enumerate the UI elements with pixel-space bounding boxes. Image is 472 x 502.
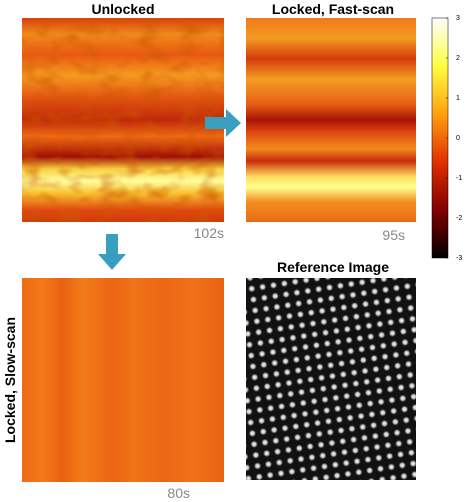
scan-time: 80s <box>167 485 190 501</box>
slow-scan-image <box>22 278 224 482</box>
panel-title: Locked, Fast-scan <box>272 1 394 17</box>
colorbar-tick-label: 3 <box>456 15 460 22</box>
panel-title: Unlocked <box>91 1 154 17</box>
colorbar-tick-label: -1 <box>456 175 462 182</box>
scan-time: 95s <box>382 227 405 243</box>
colorbar <box>431 17 449 259</box>
colorbar-tick-label: -2 <box>456 215 462 222</box>
reference-image <box>246 278 416 480</box>
arrow-down <box>98 234 126 270</box>
colorbar-tick-label: -3 <box>456 255 462 262</box>
colorbar-tick-label: 0 <box>456 135 460 142</box>
colorbar-tick-label: 2 <box>456 55 460 62</box>
colorbar-tick-label: 1 <box>456 95 460 102</box>
arrow-right <box>205 109 241 137</box>
scan-time: 102s <box>194 225 224 241</box>
panel-title: Locked, Slow-scan <box>2 317 18 443</box>
fast-scan-image <box>246 18 416 222</box>
panel-title: Reference Image <box>277 259 389 275</box>
unlocked-noise <box>22 18 224 222</box>
